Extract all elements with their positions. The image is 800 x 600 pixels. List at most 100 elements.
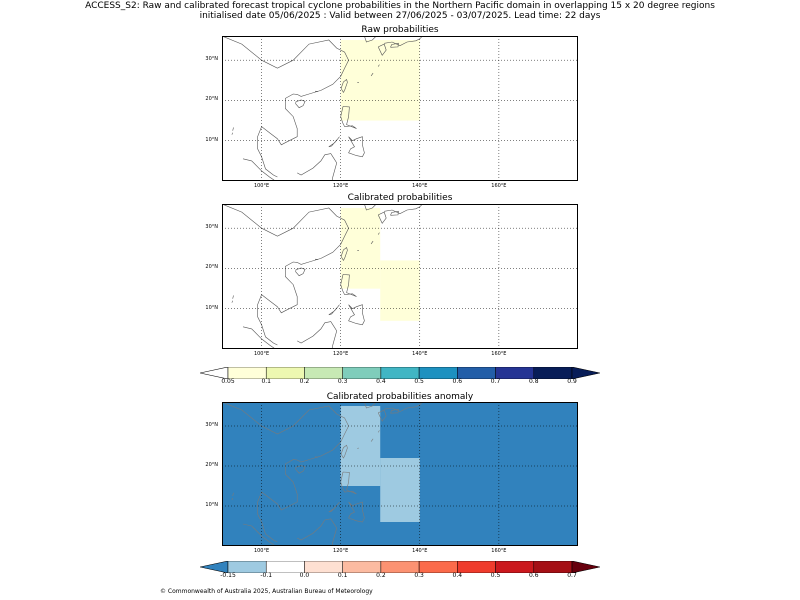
longitude-label: 120°E: [333, 548, 349, 554]
longitude-label: 140°E: [412, 183, 428, 189]
coastline: [297, 518, 338, 546]
colorbar-over-arrow: [571, 560, 601, 574]
colorbar-tick-label: 0.6: [452, 378, 463, 385]
probability-colorbar: [199, 364, 601, 380]
coastline: [370, 72, 374, 77]
coastline: [348, 501, 365, 523]
colorbar-tick-label: 0.1: [261, 378, 271, 385]
colorbar-tick-label: 0.8: [528, 378, 539, 385]
coastline: [328, 136, 340, 148]
longitude-label: 160°E: [491, 183, 507, 189]
coastline: [232, 492, 234, 497]
figure-title-line2: initialised date 05/06/2025 : Valid betw…: [199, 11, 601, 21]
raw-probabilities-map: [222, 36, 578, 181]
colorbar-tick-label: 0.6: [528, 572, 539, 579]
coastline: [340, 274, 357, 297]
anomaly-colorbar: [199, 558, 601, 574]
colorbar-tick-label: 0.7: [567, 572, 577, 579]
coastline: [390, 42, 399, 48]
figure-title-line1: ACCESS_S2: Raw and calibrated forecast t…: [85, 1, 715, 11]
longitude-label: 120°E: [333, 351, 349, 357]
coastline: [377, 211, 387, 224]
coastline: [222, 402, 349, 543]
coastline: [370, 438, 374, 442]
map-canvas: [222, 402, 578, 546]
longitude-label: 100°E: [253, 183, 270, 189]
colorbar-tick-label: -0.15: [220, 572, 236, 579]
colorbar-tick-label: 0.05: [221, 378, 235, 385]
latitude-label: 20°N: [205, 462, 218, 468]
anomaly-map: [222, 402, 578, 546]
coastline: [328, 501, 340, 513]
probability-cell: [340, 40, 420, 121]
colorbar-tick-label: 0.7: [490, 378, 501, 385]
coastline: [231, 497, 233, 501]
latitude-label: 30°N: [205, 224, 218, 231]
coastline: [377, 232, 380, 235]
coastline: [222, 36, 349, 178]
longitude-label: 160°E: [491, 351, 507, 357]
coastline: [344, 36, 377, 43]
coastline: [344, 204, 377, 211]
latitude-label: 10°N: [205, 304, 218, 311]
latitude-label: 20°N: [205, 96, 218, 103]
latitude-label: 10°N: [205, 502, 218, 508]
coastline: [377, 430, 380, 433]
coastline: [295, 465, 306, 474]
coastline: [242, 158, 276, 181]
coastline: [232, 127, 234, 131]
coastline: [340, 78, 348, 93]
coastline: [222, 204, 349, 346]
colorbar-tick-label: 0.2: [376, 572, 386, 579]
panel-title-calibrated: Calibrated probabilities: [347, 193, 453, 203]
coastline: [370, 240, 374, 245]
coastline: [297, 321, 338, 349]
coastline: [328, 304, 340, 316]
coastline: [377, 64, 380, 67]
colorbar-tick-label: 0.9: [567, 378, 577, 385]
colorbar-tick-label: 0.0: [299, 572, 310, 579]
coastline: [340, 246, 348, 261]
colorbar-tick-label: 0.5: [490, 572, 501, 579]
coastline: [242, 523, 276, 546]
colorbar-tick-label: 0.4: [452, 572, 463, 579]
coastline: [384, 204, 423, 215]
probability-cell: [380, 260, 420, 321]
longitude-label: 140°E: [412, 548, 428, 554]
probability-cell: [380, 458, 420, 522]
longitude-label: 100°E: [253, 351, 270, 357]
colorbar-tick-label: 0.3: [337, 378, 348, 385]
latitude-label: 10°N: [205, 136, 218, 143]
longitude-label: 160°E: [491, 548, 507, 554]
coastline: [340, 471, 357, 495]
coastline: [344, 402, 377, 409]
coastline: [384, 36, 423, 47]
panel-title-raw: Raw probabilities: [361, 25, 439, 35]
coastline: [340, 444, 348, 459]
colorbar-tick-label: -0.1: [260, 572, 273, 579]
coastline: [377, 409, 387, 422]
calibrated-probabilities-map: [222, 204, 578, 349]
coastline: [295, 267, 306, 277]
coastline: [242, 326, 276, 349]
anomaly-colorbar-canvas: [199, 560, 601, 574]
longitude-label: 100°E: [253, 548, 270, 554]
map-canvas: [222, 204, 578, 349]
map-canvas: [222, 36, 578, 181]
colorbar-tick-label: 0.1: [337, 572, 348, 579]
coastline: [295, 99, 306, 109]
coastline: [340, 106, 357, 129]
coastline: [377, 43, 387, 56]
colorbar-tick-label: 0.3: [414, 572, 424, 579]
colorbar-over-arrow: [571, 366, 601, 380]
coastline: [348, 136, 365, 158]
copyright-footer: © Commonwealth of Australia 2025, Austra…: [160, 588, 373, 595]
longitude-label: 140°E: [412, 351, 428, 357]
longitude-label: 120°E: [333, 183, 349, 189]
coastline: [231, 132, 233, 135]
latitude-label: 20°N: [205, 264, 218, 271]
colorbar-tick-label: 0.5: [414, 378, 424, 385]
colorbar-tick-label: 0.4: [376, 378, 386, 385]
coastline: [390, 408, 399, 414]
colorbar-tick-label: 0.2: [299, 378, 310, 385]
